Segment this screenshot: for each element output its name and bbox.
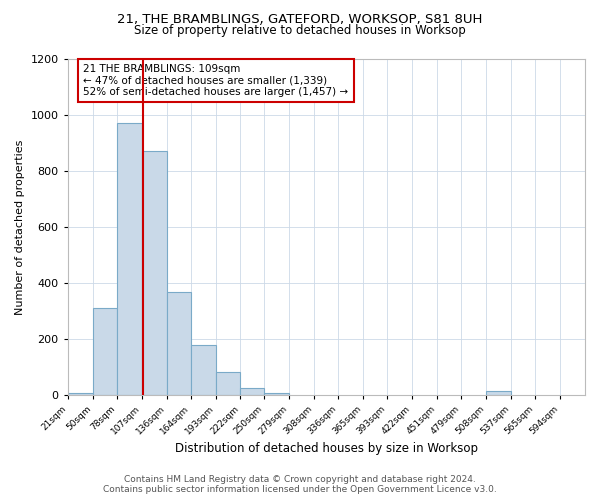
Text: Contains public sector information licensed under the Open Government Licence v3: Contains public sector information licen… [103, 484, 497, 494]
Bar [167, 292, 191, 396]
Bar [142, 152, 167, 396]
Text: Size of property relative to detached houses in Worksop: Size of property relative to detached ho… [134, 24, 466, 37]
Bar [92, 308, 116, 396]
Text: 21 THE BRAMBLINGS: 109sqm
← 47% of detached houses are smaller (1,339)
52% of se: 21 THE BRAMBLINGS: 109sqm ← 47% of detac… [83, 64, 349, 97]
Text: Contains HM Land Registry data © Crown copyright and database right 2024.: Contains HM Land Registry data © Crown c… [124, 475, 476, 484]
Bar [116, 124, 142, 396]
Bar [265, 392, 289, 396]
Text: 21, THE BRAMBLINGS, GATEFORD, WORKSOP, S81 8UH: 21, THE BRAMBLINGS, GATEFORD, WORKSOP, S… [118, 12, 482, 26]
Y-axis label: Number of detached properties: Number of detached properties [15, 140, 25, 315]
X-axis label: Distribution of detached houses by size in Worksop: Distribution of detached houses by size … [175, 442, 478, 455]
Bar [191, 345, 215, 396]
Bar [68, 392, 92, 396]
Bar [241, 388, 265, 396]
Bar [215, 372, 241, 396]
Bar [486, 391, 511, 396]
